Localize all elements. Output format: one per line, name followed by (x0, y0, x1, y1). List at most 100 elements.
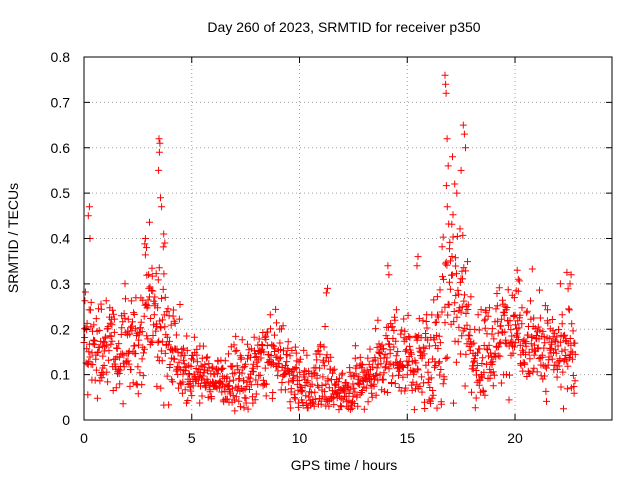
data-point (530, 364, 538, 372)
data-point (181, 386, 189, 394)
data-point (320, 343, 328, 351)
data-point (129, 318, 136, 326)
data-point (120, 310, 128, 318)
data-point (544, 306, 551, 314)
data-point (452, 358, 460, 366)
data-point (368, 389, 376, 397)
data-point (138, 355, 146, 363)
data-point (528, 334, 536, 341)
data-point (444, 162, 452, 170)
data-point (497, 379, 505, 387)
data-point (233, 346, 241, 354)
data-point (134, 390, 142, 398)
data-point (145, 271, 153, 279)
data-point (271, 331, 278, 339)
data-point (413, 262, 421, 270)
data-point (157, 324, 165, 332)
data-point (320, 362, 328, 370)
data-point (155, 166, 163, 174)
data-point (458, 332, 466, 340)
data-point (244, 405, 252, 413)
data-point (255, 335, 263, 343)
data-point (568, 355, 576, 363)
data-point (521, 360, 529, 368)
data-point (171, 319, 179, 327)
data-point (395, 371, 402, 379)
data-point (163, 333, 171, 341)
data-point (350, 372, 358, 380)
data-point (407, 349, 415, 357)
data-point (442, 355, 450, 362)
data-point (142, 301, 150, 309)
data-point (484, 312, 492, 320)
y-tick-label: 0.6 (51, 140, 71, 156)
data-point (446, 245, 453, 253)
data-point (287, 385, 295, 393)
data-point (208, 364, 216, 372)
data-point (203, 353, 211, 361)
data-point (151, 300, 159, 308)
data-point (448, 220, 456, 228)
data-point (360, 405, 368, 413)
data-point (95, 327, 103, 334)
data-point (560, 332, 568, 340)
data-point (357, 360, 365, 368)
data-point (569, 372, 577, 379)
data-point (494, 317, 502, 325)
data-point (506, 317, 514, 325)
data-point (316, 364, 324, 372)
data-point (452, 262, 460, 270)
data-point (460, 130, 468, 138)
data-point (339, 396, 347, 404)
data-point (106, 332, 114, 340)
data-point (107, 340, 115, 348)
data-point (418, 388, 426, 396)
data-point (535, 355, 543, 362)
data-point (438, 308, 446, 316)
data-point (147, 337, 155, 345)
data-point (551, 346, 559, 354)
data-point (415, 315, 423, 323)
data-point (152, 327, 160, 335)
data-point (487, 349, 495, 357)
data-point (440, 375, 448, 383)
data-point (355, 381, 363, 389)
data-point (267, 352, 275, 359)
data-point (92, 366, 100, 374)
data-point (380, 369, 388, 377)
data-point (419, 317, 427, 325)
data-point (506, 371, 513, 379)
data-point (204, 367, 212, 375)
data-point (141, 235, 149, 242)
data-point (369, 363, 377, 371)
data-point (387, 320, 395, 328)
data-point (199, 372, 207, 380)
data-point (204, 393, 212, 401)
data-point (434, 345, 442, 352)
data-point (254, 380, 262, 388)
data-point (346, 406, 354, 413)
data-point (161, 293, 169, 301)
data-point (410, 406, 418, 414)
data-point (514, 317, 522, 325)
data-point (459, 231, 467, 239)
data-point (371, 356, 379, 364)
data-point (448, 271, 456, 279)
data-point (380, 387, 388, 395)
data-point (548, 355, 556, 363)
data-point (558, 347, 566, 355)
data-point (100, 362, 108, 369)
data-point (563, 268, 571, 276)
data-point (397, 330, 405, 338)
data-point (107, 332, 115, 340)
data-point (494, 329, 502, 337)
data-point (159, 338, 167, 346)
data-point (510, 313, 518, 320)
data-point (232, 393, 240, 401)
data-point (193, 358, 201, 366)
data-point (375, 349, 383, 357)
data-point (448, 253, 456, 260)
data-point (354, 402, 362, 410)
data-point (386, 349, 394, 357)
data-point (109, 306, 117, 314)
